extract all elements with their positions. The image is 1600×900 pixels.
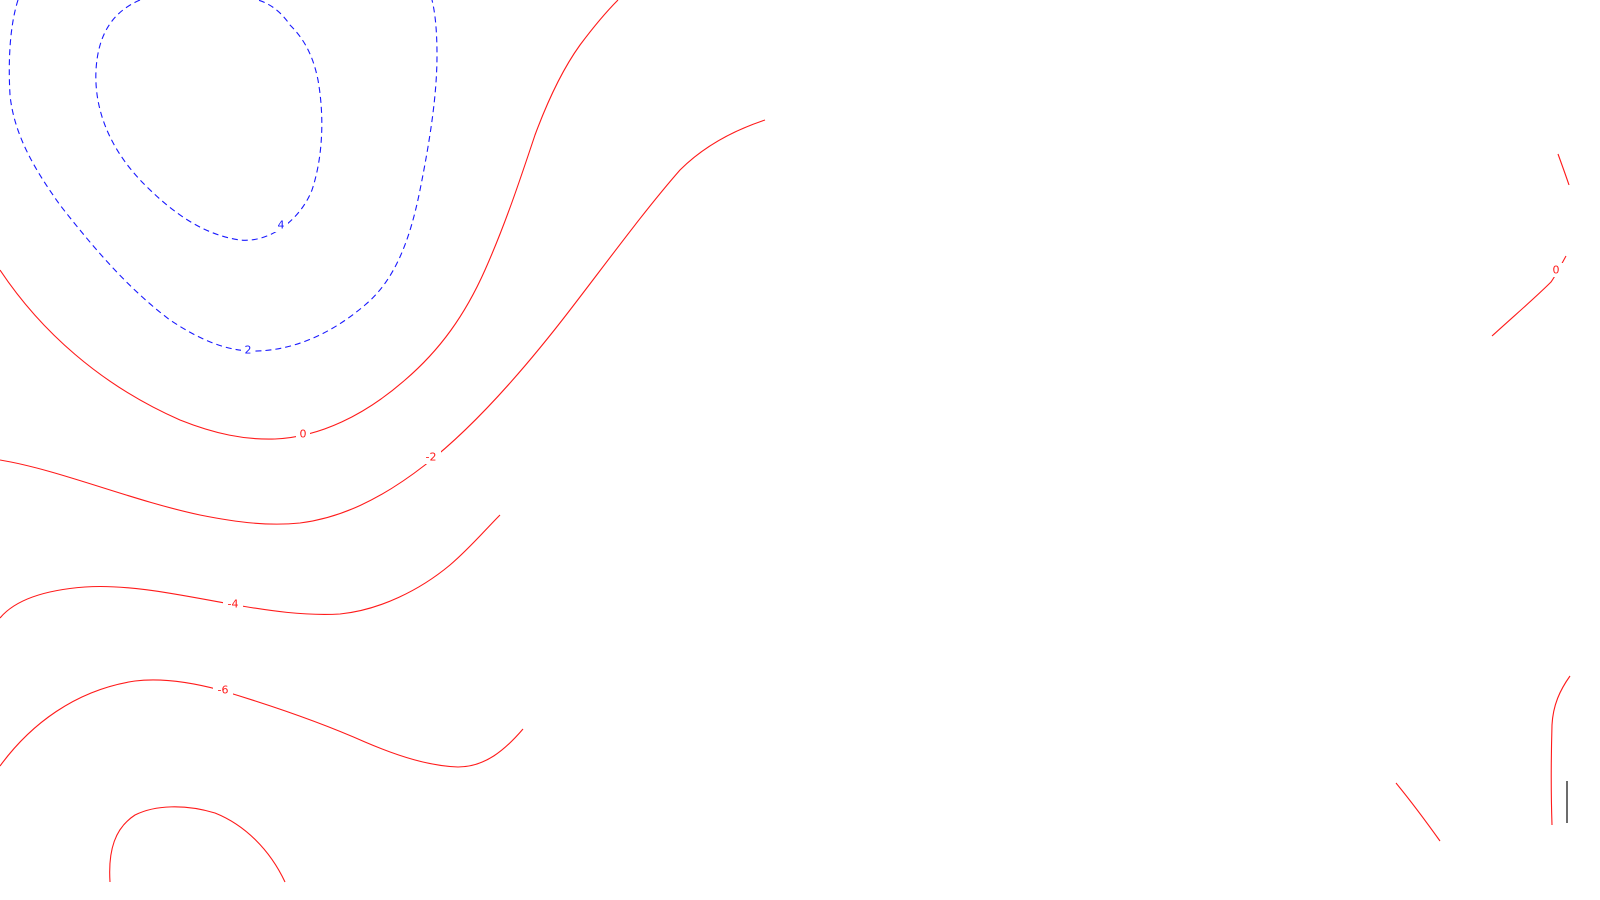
contour-line-positive-2	[8, 0, 438, 352]
contour-label-bg-minus-2	[421, 450, 441, 464]
contour-line-minus-6	[0, 679, 524, 768]
contour-label-zero: 0	[300, 428, 307, 441]
contour-line-lower-loop	[109, 806, 286, 883]
contour-label-positive-4: 4	[278, 219, 285, 232]
contour-line-right-lower-fragment	[1395, 782, 1441, 842]
contour-label-bg-minus-6	[213, 683, 233, 697]
contour-label-bg-2	[241, 343, 255, 357]
contour-label-minus-6: -6	[218, 684, 229, 697]
contour-line-positive-4	[95, 0, 323, 241]
contour-line-minus-4	[0, 514, 501, 619]
contour-label-minus-4: -4	[228, 598, 239, 611]
contour-label-bg-minus-4	[223, 597, 243, 611]
contour-line-zero	[0, 0, 619, 440]
contour-label-bg-0	[296, 427, 310, 441]
contour-label-bg-right-0	[1549, 263, 1563, 277]
contour-label-right-zero: 0	[1553, 264, 1560, 277]
contour-line-minus-2	[0, 119, 766, 525]
contour-label-bg-4	[274, 218, 288, 232]
contour-line-right-bottom-fragment	[1550, 675, 1571, 826]
contour-label-positive-2: 2	[245, 344, 252, 357]
contour-line-right-upper-a	[1557, 153, 1570, 186]
contour-label-minus-2: -2	[426, 451, 437, 464]
